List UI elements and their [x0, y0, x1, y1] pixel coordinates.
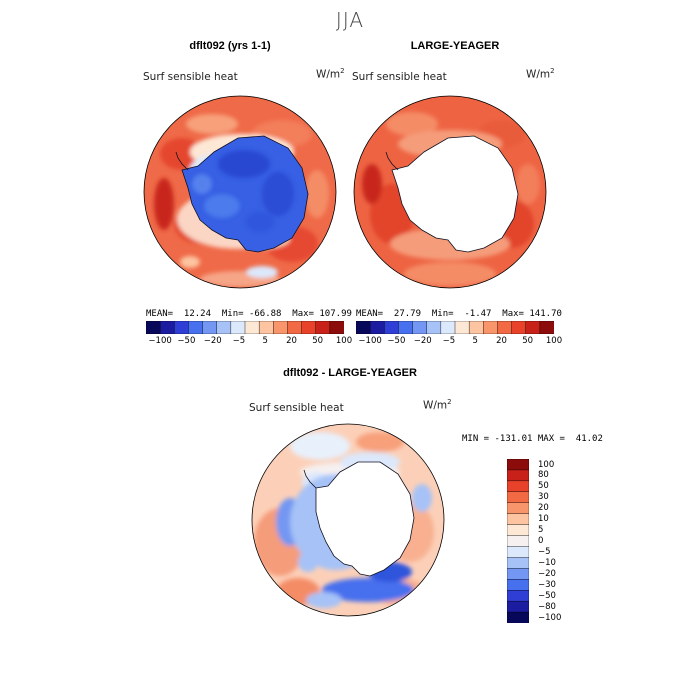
right-colorbar-swatch — [412, 321, 428, 334]
diff-colorbar-swatch — [507, 459, 529, 471]
diff-colorbar-tick-label: 30 — [538, 492, 549, 503]
right-colorbar-swatch — [369, 321, 385, 334]
diff-stats: MIN = -131.01 MAX = 41.02 — [462, 434, 603, 444]
figure-title: JJA — [335, 8, 365, 32]
diff-colorbar-tick-label: 100 — [538, 459, 555, 470]
diff-colorbar-swatch — [507, 557, 529, 569]
right-colorbar-tick-label: 100 — [545, 336, 563, 346]
diff-colorbar-swatch — [507, 502, 529, 515]
left-colorbar-swatch — [244, 321, 260, 334]
right-colorbar-swatch — [511, 321, 527, 334]
right-colorbar-swatch — [398, 321, 414, 334]
left-colorbar-swatch — [174, 321, 189, 334]
left-colorbar-tick-label: −100 — [148, 336, 172, 346]
right-colorbar-tick-label: 20 — [496, 336, 507, 346]
left-colorbar-tick-label: 50 — [312, 336, 324, 346]
left-colorbar-swatch — [188, 321, 204, 334]
right-panel-title: LARGE-YEAGER — [410, 40, 500, 52]
left-units-label: W/m2 — [316, 67, 345, 81]
right-colorbar — [356, 321, 554, 334]
right-colorbar-swatch — [539, 321, 554, 334]
diff-colorbar-tick-label: −50 — [538, 590, 556, 601]
right-colorbar-tick-label: −20 — [413, 336, 432, 346]
left-colorbar-tick-label: 100 — [335, 336, 353, 346]
left-colorbar-swatch — [230, 321, 246, 334]
diff-colorbar-swatch — [507, 611, 529, 623]
left-colorbar-swatch — [315, 321, 331, 334]
right-units-label: W/m2 — [526, 67, 555, 81]
diff-colorbar-swatch — [507, 513, 529, 526]
left-polar-map — [143, 95, 337, 289]
diff-colorbar-tick-label: 10 — [538, 514, 549, 525]
diff-colorbar-swatch — [507, 480, 529, 493]
right-colorbar-swatch — [525, 321, 541, 334]
diff-colorbar-tick-label: 80 — [538, 470, 549, 481]
right-stats: MEAN= 27.79 Min= -1.47 Max= 141.70 — [356, 309, 562, 319]
left-panel-title: dflt092 (yrs 1-1) — [189, 40, 271, 52]
diff-colorbar-tick-label: −10 — [538, 557, 556, 568]
left-colorbar-tick-label: −50 — [177, 336, 196, 346]
diff-colorbar — [507, 459, 529, 623]
diff-colorbar-tick-label: 20 — [538, 503, 549, 514]
left-colorbar-tick-label: 20 — [286, 336, 297, 346]
right-colorbar-swatch — [483, 321, 498, 334]
diff-colorbar-ticks: 100 80 50 30 20 10 5 0 −5 −10 −20 −30 −50 −80 −100 — [538, 459, 578, 623]
left-colorbar-swatch — [216, 321, 232, 334]
diff-field-label: Surf sensible heat — [249, 402, 344, 414]
right-colorbar-swatch — [497, 321, 513, 334]
right-colorbar-swatch — [440, 321, 456, 334]
diff-colorbar-tick-label: 5 — [538, 525, 544, 536]
right-colorbar-tick-label: −50 — [387, 336, 406, 346]
left-colorbar-swatch — [258, 321, 274, 334]
diff-colorbar-swatch — [507, 546, 529, 558]
left-stats: MEAN= 12.24 Min= -66.88 Max= 107.99 — [146, 309, 352, 319]
diff-colorbar-tick-label: −100 — [538, 612, 562, 623]
left-colorbar-swatch — [287, 321, 303, 334]
diff-colorbar-tick-label: −20 — [538, 568, 556, 579]
diff-panel-title: dflt092 - LARGE-YEAGER — [283, 367, 417, 379]
diff-colorbar-swatch — [507, 589, 529, 602]
diff-colorbar-swatch — [507, 535, 529, 547]
right-polar-map — [353, 95, 547, 289]
right-colorbar-swatch — [454, 321, 470, 334]
left-field-label: Surf sensible heat — [143, 71, 238, 83]
right-colorbar-tick-label: 5 — [472, 336, 478, 346]
diff-colorbar-tick-label: −5 — [538, 546, 551, 557]
right-colorbar-tick-label: 50 — [522, 336, 534, 346]
diff-colorbar-tick-label: 50 — [538, 481, 549, 492]
diff-colorbar-tick-label: 0 — [538, 536, 544, 546]
right-colorbar-tick-label: −5 — [442, 336, 456, 346]
left-colorbar-swatch — [273, 321, 288, 334]
right-colorbar-ticks: −100 −50 −20 −5 5 20 50 100 — [356, 336, 562, 348]
right-colorbar-swatch — [426, 321, 442, 334]
diff-colorbar-tick-label: −80 — [538, 601, 556, 612]
diff-colorbar-swatch — [507, 579, 529, 591]
left-colorbar — [146, 321, 344, 334]
diff-units-label: W/m2 — [423, 398, 452, 412]
left-colorbar-tick-label: −20 — [203, 336, 222, 346]
diff-colorbar-swatch — [507, 600, 529, 613]
right-colorbar-swatch — [384, 321, 399, 334]
diff-colorbar-swatch — [507, 568, 529, 580]
diff-polar-map — [251, 423, 445, 617]
right-field-label: Surf sensible heat — [352, 71, 447, 83]
right-colorbar-tick-label: −100 — [358, 336, 382, 346]
left-colorbar-swatch — [146, 321, 161, 334]
diff-colorbar-swatch — [507, 469, 529, 482]
left-colorbar-tick-label: −5 — [232, 336, 246, 346]
left-colorbar-swatch — [202, 321, 218, 334]
diff-colorbar-swatch — [507, 491, 529, 504]
left-colorbar-swatch — [329, 321, 344, 334]
left-colorbar-swatch — [159, 321, 175, 334]
right-colorbar-swatch — [468, 321, 484, 334]
diff-colorbar-tick-label: −30 — [538, 579, 556, 590]
left-colorbar-tick-label: 5 — [262, 336, 268, 346]
diff-colorbar-swatch — [507, 524, 529, 537]
left-colorbar-ticks: −100 −50 −20 −5 5 20 50 100 — [146, 336, 352, 348]
right-colorbar-swatch — [356, 321, 371, 334]
left-colorbar-swatch — [301, 321, 317, 334]
